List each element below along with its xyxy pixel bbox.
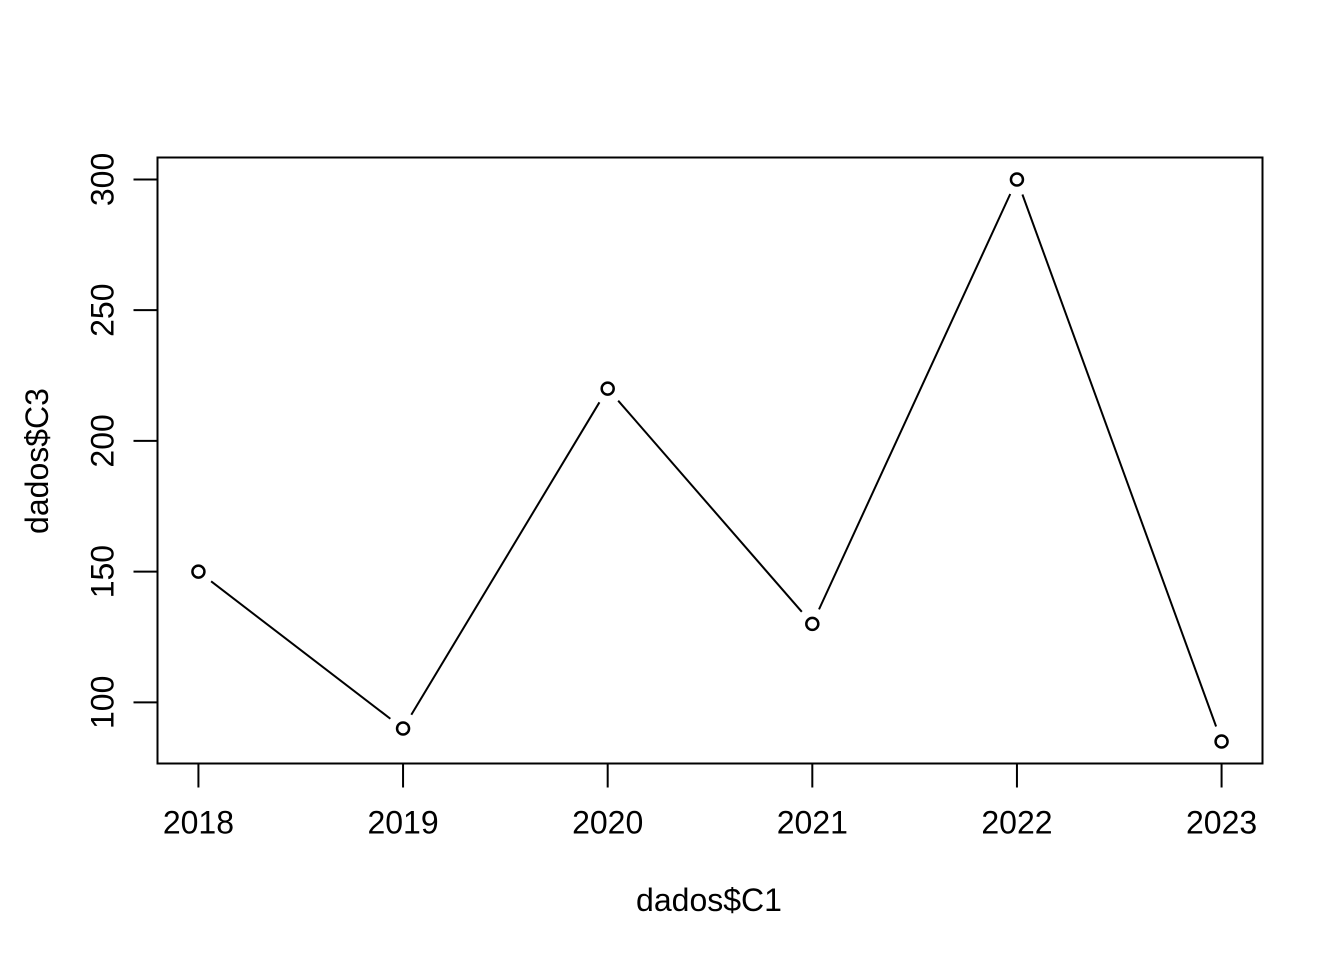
data-point-marker — [805, 616, 820, 632]
data-point-marker — [191, 564, 206, 579]
y-tick-label: 200 — [85, 414, 121, 467]
x-tick-label: 2018 — [163, 805, 234, 841]
plot-frame — [156, 156, 1264, 765]
x-tick-label: 2023 — [1186, 805, 1257, 841]
y-tick-label: 300 — [85, 153, 121, 206]
series-segment — [617, 400, 803, 613]
x-tick-label: 2022 — [981, 805, 1052, 841]
y-axis-label: dados$C3 — [19, 388, 55, 534]
y-tick-label: 150 — [85, 545, 121, 598]
x-axis-label: dados$C1 — [636, 882, 782, 918]
x-axis: 2018 2019 2020 2021 2022 2023 — [163, 762, 1257, 841]
series-segment — [818, 193, 1012, 610]
x-tick-label: 2019 — [367, 805, 438, 841]
x-tick-label: 2021 — [777, 805, 848, 841]
y-tick-label: 250 — [85, 283, 121, 336]
data-point-marker — [1009, 172, 1025, 187]
series-segment — [1021, 194, 1218, 727]
data-point-marker — [395, 721, 411, 736]
series-segment — [210, 580, 391, 720]
series-segment — [410, 401, 601, 716]
x-tick-label: 2020 — [572, 805, 643, 841]
data-point-marker — [600, 381, 615, 396]
y-axis: 100 150 200 250 300 — [85, 153, 159, 729]
y-tick-label: 100 — [85, 676, 121, 729]
data-series — [191, 172, 1229, 749]
data-point-marker — [1214, 734, 1229, 749]
